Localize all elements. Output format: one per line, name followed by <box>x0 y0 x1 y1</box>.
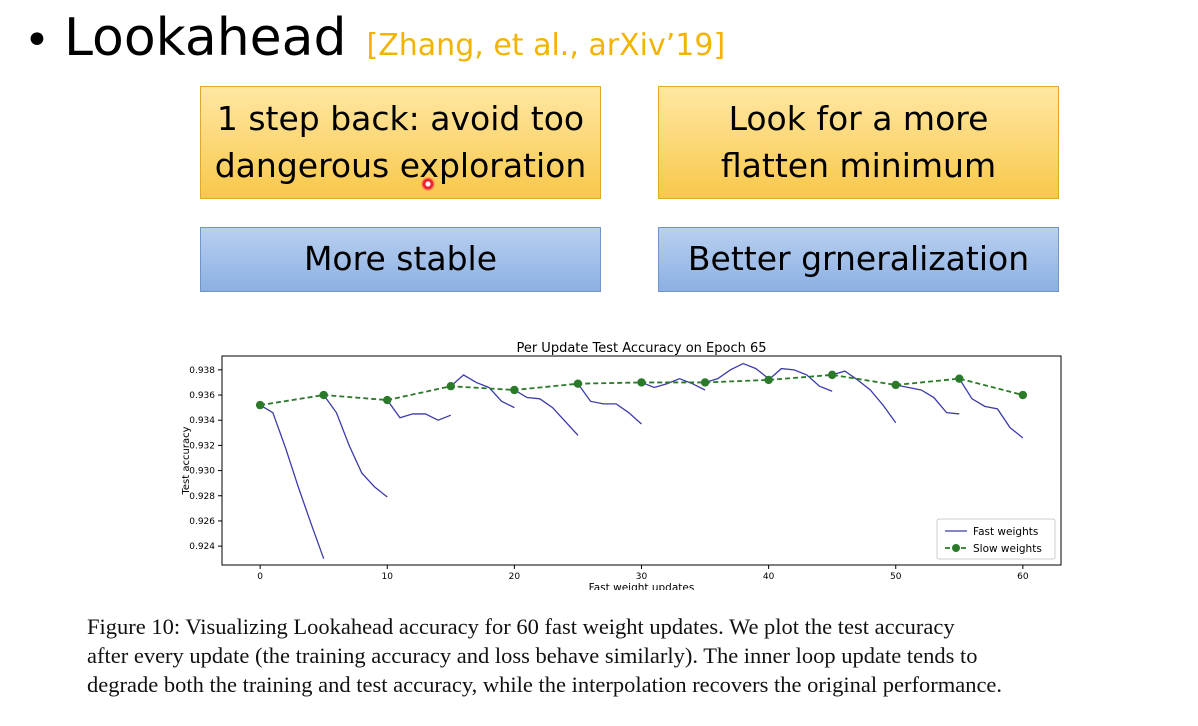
box-better-generalization-label: Better grneralization <box>687 239 1030 279</box>
y-tick-label: 0.938 <box>189 366 215 376</box>
x-axis-label: Fast weight updates <box>589 582 695 590</box>
slow-weights-point <box>891 380 900 390</box>
y-tick-label: 0.924 <box>189 542 215 552</box>
box-better-generalization: Better grneralization <box>658 227 1059 292</box>
x-tick-label: 60 <box>1017 572 1029 582</box>
slow-weights-point <box>446 382 456 391</box>
slow-weights-point <box>255 400 265 410</box>
x-tick-label: 0 <box>257 572 263 582</box>
legend-slow-marker <box>952 544 960 552</box>
fast-weights-line <box>386 399 452 421</box>
fast-weights-line <box>831 370 897 424</box>
box-flatten-minimum: Look for a more flatten minimum <box>658 86 1059 199</box>
fast-weights-line <box>323 394 388 498</box>
laser-pointer-icon <box>421 177 435 191</box>
slow-weights-point <box>637 378 646 387</box>
slow-weights-point <box>383 395 392 405</box>
fast-weights-line <box>259 404 325 559</box>
slow-weights-point <box>510 385 519 395</box>
legend-slow-label: Slow weights <box>973 543 1042 555</box>
box-more-stable: More stable <box>200 227 601 292</box>
plot-frame <box>221 355 1062 566</box>
chart-title: Per Update Test Accuracy on Epoch 65 <box>516 341 766 356</box>
caption-line-2: after every update (the training accurac… <box>87 643 978 668</box>
box-step-back: 1 step back: avoid too dangerous explora… <box>200 86 601 199</box>
fast-weights-line <box>641 377 706 391</box>
fast-weights-line <box>514 389 579 436</box>
x-tick-label: 50 <box>890 572 902 582</box>
x-tick-label: 10 <box>382 572 394 582</box>
slow-weights-point <box>764 375 773 385</box>
box-flatten-line1: Look for a more <box>728 99 989 139</box>
slow-weights-point <box>573 379 583 388</box>
box-flatten-line2: flatten minimum <box>720 145 997 185</box>
slow-weights-point <box>700 378 710 387</box>
figure-caption: Figure 10: Visualizing Lookahead accurac… <box>87 612 1177 699</box>
slow-weights-point <box>1018 390 1028 400</box>
bullet-icon: • <box>24 15 50 66</box>
slow-weights-point <box>955 374 964 383</box>
caption-line-3: degrade both the training and test accur… <box>87 672 1003 697</box>
slide-title-row: • Lookahead [Zhang, et al., arXiv’19] <box>24 8 725 78</box>
box-step-back-line2: dangerous exploration <box>214 145 587 185</box>
x-tick-label: 40 <box>763 572 775 582</box>
fast-weights-line <box>768 367 833 392</box>
slow-weights-point <box>319 390 328 400</box>
legend-fast-label: Fast weights <box>973 526 1038 538</box>
x-tick-label: 20 <box>509 572 521 582</box>
legend-box <box>936 518 1056 560</box>
fast-weights-line <box>577 383 642 425</box>
y-tick-label: 0.936 <box>189 391 215 401</box>
y-tick-label: 0.926 <box>189 517 215 527</box>
fast-weights-line <box>450 374 515 409</box>
citation: [Zhang, et al., arXiv’19] <box>366 28 726 63</box>
fast-weights-line <box>958 378 1024 439</box>
box-step-back-line1: 1 step back: avoid too <box>216 99 585 139</box>
slide-title: Lookahead <box>63 8 347 68</box>
slow-weights-point <box>827 370 837 380</box>
caption-line-1: Figure 10: Visualizing Lookahead accurac… <box>87 614 955 639</box>
y-tick-label: 0.928 <box>189 492 215 502</box>
y-tick-label: 0.934 <box>189 416 215 426</box>
y-tick-label: 0.930 <box>189 467 215 477</box>
box-more-stable-label: More stable <box>303 239 498 279</box>
fast-weights-line <box>895 384 960 415</box>
accuracy-chart: Per Update Test Accuracy on Epoch 65 0 10 2… <box>181 341 1062 590</box>
y-axis-label: Test accuracy <box>181 426 192 495</box>
fast-weights-line <box>704 362 770 384</box>
x-tick-label: 30 <box>636 572 648 582</box>
y-tick-label: 0.932 <box>189 441 215 451</box>
